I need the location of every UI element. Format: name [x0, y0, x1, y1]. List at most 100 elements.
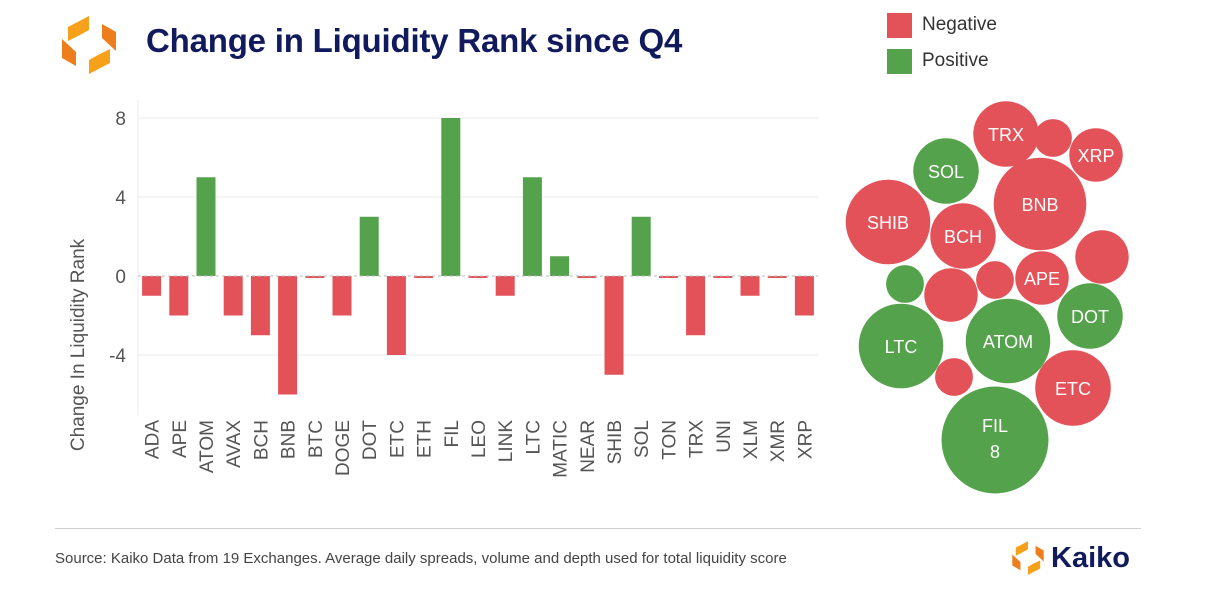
bar-ada	[142, 276, 162, 296]
x-tick-label: UNI	[714, 420, 735, 453]
x-tick-label: XMR	[768, 420, 789, 462]
bubble-fil-label: FIL	[982, 416, 1008, 436]
bubble-trx-label: TRX	[988, 125, 1024, 145]
bubble-bch-label: BCH	[944, 227, 982, 247]
bar-dot	[359, 216, 379, 276]
bubble-sol-label: SOL	[928, 162, 964, 182]
bubble-ltc-label: LTC	[885, 337, 918, 357]
bar-leo	[468, 276, 488, 278]
bubble-etc-label: ETC	[1055, 379, 1091, 399]
brand: Kaiko	[1010, 540, 1130, 576]
bar-atom	[196, 177, 216, 276]
bubble-bnb-label: BNB	[1021, 195, 1058, 215]
y-tick-label: 4	[115, 188, 126, 209]
legend-label-positive: Positive	[922, 50, 989, 71]
bubble-unlabeled	[1075, 230, 1129, 284]
x-tick-label: TRX	[687, 420, 708, 458]
bubble-sol	[913, 138, 979, 204]
kaiko-logo-icon	[62, 16, 116, 74]
x-tick-label: SOL	[632, 420, 653, 458]
x-tick-label: ETH	[415, 420, 436, 458]
bar-uni	[713, 276, 733, 278]
x-tick-label: LINK	[496, 420, 517, 463]
bar-trx	[686, 276, 706, 336]
bar-ape	[169, 276, 189, 316]
x-tick-label: BCH	[251, 420, 272, 460]
bubble-unlabeled	[886, 265, 924, 303]
bubble-shib-label: SHIB	[867, 213, 909, 233]
bubble-fil	[941, 386, 1049, 494]
x-tick-label: ETC	[387, 420, 408, 458]
bar-btc	[305, 276, 325, 278]
x-tick-label: FIL	[442, 420, 463, 447]
brand-name: Kaiko	[1051, 541, 1130, 574]
bar-chart: 8 4 0 -4 Change In Liquidity Rank ADA APE ATO…	[68, 100, 818, 478]
x-tick-label: XLM	[741, 420, 762, 459]
bubble-ape-label: APE	[1024, 269, 1060, 289]
bar-bch	[250, 276, 270, 336]
bubble-atom-label: ATOM	[983, 332, 1033, 352]
legend-item-negative: Negative	[887, 12, 997, 38]
page-title: Change in Liquidity Rank since Q4	[146, 22, 683, 59]
bubble-xrp-label: XRP	[1077, 146, 1114, 166]
bubble-ape	[1015, 251, 1069, 305]
y-tick-label: 8	[115, 109, 126, 130]
bubble-unlabeled	[924, 268, 978, 322]
bubble-fil-value: 8	[990, 442, 1000, 462]
bubble-xrp	[1069, 128, 1123, 182]
footer-divider	[55, 528, 1141, 529]
y-tick-label: 0	[115, 267, 126, 288]
bubbles: TRX XRP SOL BNB SHIB BCH APE DOT LTC ATOM ETC FIL 8	[845, 101, 1129, 494]
bubble-unlabeled	[1034, 119, 1072, 157]
x-tick-label: BNB	[279, 420, 300, 459]
bubble-trx	[973, 101, 1039, 167]
legend-swatch-negative	[887, 12, 912, 38]
x-tick-label: SHIB	[605, 420, 626, 464]
bar-sol	[631, 216, 651, 276]
bubble-dot	[1057, 283, 1123, 349]
x-axis-ticks: ADA APE ATOM AVAX BCH BNB BTC DOGE DOT ETC ETH FIL L…	[143, 420, 817, 478]
y-tick-label: -4	[109, 346, 126, 367]
bubble-dot-label: DOT	[1071, 307, 1109, 327]
bar-avax	[223, 276, 243, 316]
x-tick-label: LEO	[469, 420, 490, 458]
x-tick-label: AVAX	[224, 420, 245, 468]
bar-shib	[604, 276, 624, 375]
x-tick-label: ADA	[143, 420, 164, 459]
kaiko-logo-icon	[1012, 541, 1044, 575]
bar-xrp	[794, 276, 814, 316]
bar-eth	[414, 276, 434, 278]
x-tick-label: XRP	[795, 420, 816, 459]
bar-ltc	[522, 177, 542, 276]
bar-near	[577, 276, 597, 278]
x-tick-label: APE	[170, 420, 191, 458]
bar-doge	[332, 276, 352, 316]
x-tick-label: BTC	[306, 420, 327, 458]
x-tick-label: TON	[659, 420, 680, 460]
x-tick-label: NEAR	[578, 420, 599, 473]
bubble-unlabeled	[976, 261, 1014, 299]
x-tick-label: ATOM	[197, 420, 218, 473]
y-axis-ticks: 8 4 0 -4	[109, 109, 126, 367]
bar-bnb	[278, 276, 298, 395]
x-tick-label: LTC	[523, 420, 544, 454]
bar-ton	[658, 276, 678, 278]
x-tick-label: MATIC	[551, 420, 572, 478]
x-tick-label: DOT	[360, 420, 381, 461]
bar-xmr	[767, 276, 787, 278]
bubble-etc	[1035, 350, 1111, 426]
bubble-chart: TRX XRP SOL BNB SHIB BCH APE DOT LTC ATOM ETC FIL 8	[845, 101, 1129, 494]
bubble-shib	[845, 179, 931, 265]
y-axis-label: Change In Liquidity Rank	[68, 238, 89, 451]
legend-label-negative: Negative	[922, 14, 997, 35]
grid-lines	[137, 100, 818, 415]
x-tick-label: DOGE	[333, 420, 354, 476]
bubble-atom	[965, 298, 1051, 384]
bar-matic	[550, 256, 570, 276]
bar-fil	[441, 118, 461, 276]
bubble-bch	[930, 203, 996, 269]
source-note: Source: Kaiko Data from 19 Exchanges. Av…	[55, 550, 787, 567]
legend-swatch-positive	[887, 48, 912, 74]
bar-xlm	[740, 276, 760, 296]
legend-item-positive: Positive	[887, 48, 989, 74]
